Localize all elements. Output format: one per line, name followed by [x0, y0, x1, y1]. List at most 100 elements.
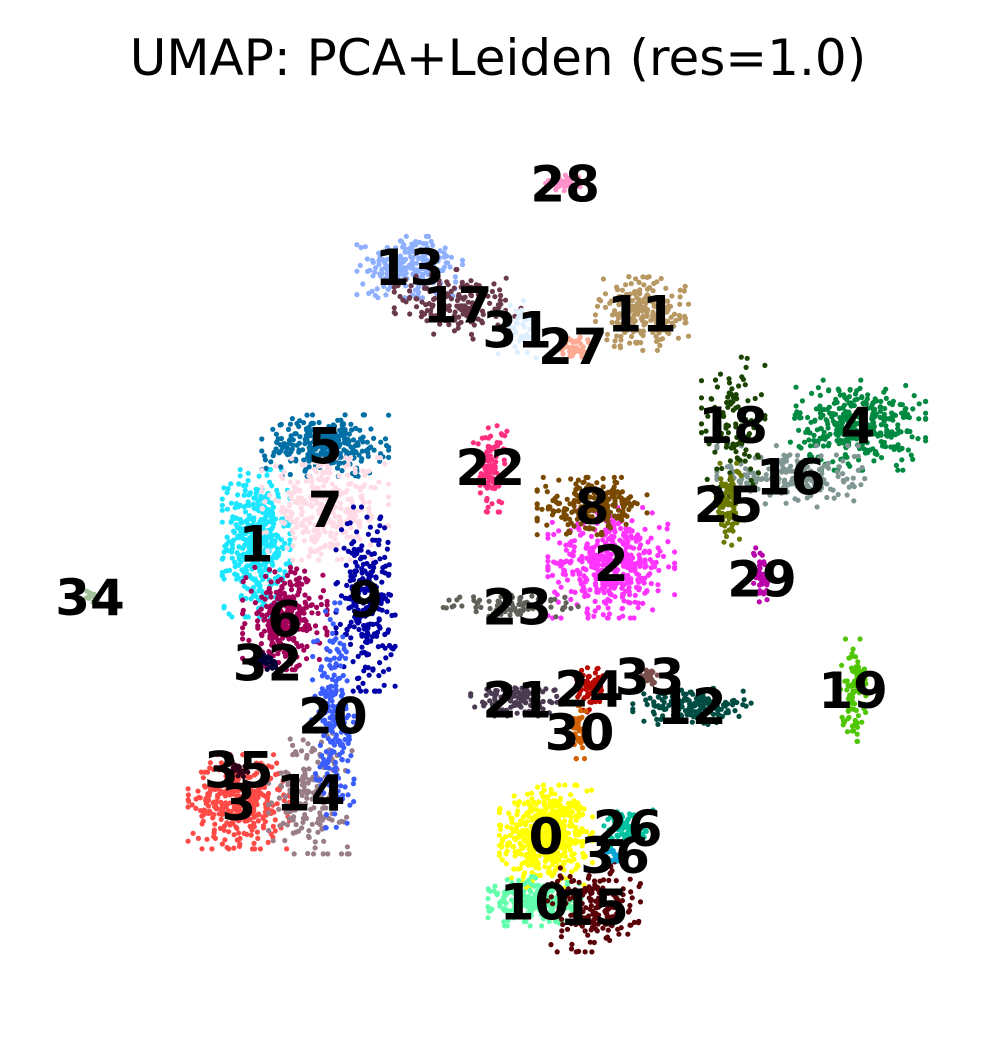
- point-cluster-16: [840, 471, 846, 477]
- point-cluster-5: [273, 446, 279, 452]
- point-cluster-9: [377, 516, 383, 522]
- point-cluster-6: [318, 594, 324, 600]
- point-cluster-3: [251, 824, 257, 830]
- point-cluster-3: [250, 805, 256, 811]
- point-cluster-4: [861, 423, 867, 429]
- point-cluster-4: [861, 401, 867, 407]
- point-cluster-3: [237, 841, 243, 847]
- point-cluster-0: [561, 831, 567, 837]
- point-cluster-3: [240, 785, 247, 791]
- point-cluster-3: [223, 773, 229, 779]
- point-cluster-3: [213, 786, 219, 792]
- point-cluster-11: [682, 283, 688, 289]
- point-cluster-5: [359, 448, 365, 454]
- point-cluster-5: [326, 423, 332, 430]
- point-cluster-1: [225, 485, 231, 492]
- point-cluster-7: [382, 461, 388, 467]
- point-cluster-1: [258, 540, 264, 546]
- point-cluster-8: [544, 522, 550, 528]
- point-cluster-7: [287, 501, 293, 507]
- point-cluster-0: [525, 791, 531, 797]
- point-cluster-14: [346, 851, 352, 857]
- point-cluster-7: [289, 456, 295, 462]
- point-cluster-11: [658, 275, 664, 282]
- point-cluster-4: [821, 406, 827, 413]
- point-cluster-3: [246, 774, 252, 781]
- point-cluster-2: [637, 555, 643, 561]
- point-cluster-14: [293, 749, 299, 755]
- point-cluster-0: [589, 838, 596, 844]
- point-cluster-10: [485, 886, 491, 892]
- point-cluster-2: [555, 579, 562, 585]
- point-cluster-4: [895, 467, 901, 473]
- point-cluster-1: [229, 555, 235, 561]
- point-cluster-2: [568, 588, 574, 595]
- point-cluster-14: [284, 822, 290, 828]
- point-cluster-4: [899, 410, 905, 416]
- point-cluster-6: [314, 604, 320, 611]
- point-cluster-11: [685, 301, 692, 307]
- point-cluster-4: [806, 430, 812, 436]
- point-cluster-2: [583, 545, 589, 551]
- point-cluster-4: [805, 414, 811, 421]
- point-cluster-2: [594, 586, 600, 593]
- point-cluster-16: [855, 467, 861, 473]
- point-cluster-11: [594, 303, 601, 309]
- point-cluster-2: [583, 575, 589, 581]
- point-cluster-7: [259, 467, 265, 473]
- point-cluster-2: [672, 549, 678, 555]
- point-cluster-2: [645, 539, 651, 545]
- point-cluster-1: [265, 544, 271, 550]
- point-cluster-2: [606, 588, 612, 594]
- point-cluster-0: [558, 839, 564, 845]
- point-cluster-8: [625, 495, 632, 502]
- point-cluster-14: [299, 825, 305, 831]
- point-cluster-0: [552, 867, 558, 874]
- point-cluster-0: [575, 862, 581, 868]
- point-cluster-2: [633, 538, 639, 544]
- point-cluster-3: [274, 801, 280, 807]
- point-cluster-4: [821, 429, 827, 435]
- point-cluster-5: [263, 465, 269, 471]
- point-cluster-0: [536, 799, 542, 805]
- point-cluster-4: [848, 403, 854, 409]
- point-cluster-4: [907, 428, 913, 435]
- point-cluster-0: [533, 857, 539, 863]
- point-cluster-3: [242, 805, 248, 812]
- point-cluster-16: [840, 458, 846, 464]
- point-cluster-4: [883, 415, 889, 421]
- point-cluster-3: [215, 795, 221, 801]
- point-cluster-7: [368, 542, 374, 548]
- point-cluster-6: [320, 572, 326, 578]
- point-cluster-1: [267, 479, 273, 485]
- point-cluster-0: [547, 869, 553, 875]
- point-cluster-5: [335, 417, 341, 423]
- point-cluster-4: [830, 418, 837, 424]
- point-cluster-9: [384, 546, 390, 552]
- point-cluster-6: [304, 643, 310, 650]
- point-cluster-7: [306, 553, 312, 560]
- point-cluster-2: [635, 600, 642, 606]
- point-cluster-7: [335, 541, 341, 547]
- point-cluster-1: [253, 593, 259, 599]
- point-cluster-5: [339, 468, 345, 474]
- point-cluster-13: [448, 254, 455, 260]
- point-cluster-4: [883, 395, 889, 401]
- point-cluster-3: [245, 816, 252, 822]
- point-cluster-5: [366, 446, 372, 452]
- point-cluster-0: [496, 850, 503, 856]
- point-cluster-2: [672, 564, 678, 570]
- point-cluster-1: [221, 485, 227, 491]
- point-cluster-14: [266, 810, 272, 816]
- point-cluster-2: [556, 528, 562, 534]
- point-cluster-14: [309, 748, 315, 755]
- point-cluster-9: [382, 631, 388, 638]
- point-cluster-2: [551, 531, 557, 538]
- point-cluster-7: [345, 472, 351, 478]
- point-cluster-8: [644, 510, 650, 516]
- point-cluster-1: [274, 487, 280, 493]
- point-cluster-5: [290, 442, 296, 448]
- point-cluster-4: [845, 429, 851, 435]
- point-cluster-5: [330, 422, 336, 428]
- point-cluster-5: [306, 464, 312, 470]
